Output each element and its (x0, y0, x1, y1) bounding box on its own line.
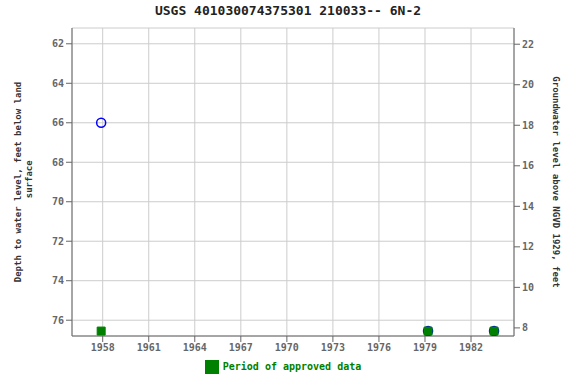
svg-text:62: 62 (52, 38, 64, 49)
svg-text:1961: 1961 (137, 342, 161, 353)
svg-text:70: 70 (52, 196, 64, 207)
svg-text:18: 18 (522, 120, 534, 131)
svg-text:14: 14 (522, 201, 534, 212)
svg-text:Groundwater level above NGVD 1: Groundwater level above NGVD 1929, feet (551, 76, 561, 287)
html-text:USGS 401030074375301 210033--: USGS 401030074375301 210033-- 6N-2 (154, 3, 421, 18)
svg-text:1967: 1967 (229, 342, 253, 353)
svg-text:1982: 1982 (459, 342, 483, 353)
svg-text:1979: 1979 (413, 342, 437, 353)
svg-text:1964: 1964 (183, 342, 207, 353)
svg-text:12: 12 (522, 241, 534, 252)
svg-text:72: 72 (52, 236, 64, 247)
svg-text:64: 64 (52, 78, 64, 89)
svg-text:66: 66 (52, 117, 64, 128)
svg-text:68: 68 (52, 157, 64, 168)
svg-text:76: 76 (52, 315, 64, 326)
svg-text:74: 74 (52, 275, 64, 286)
svg-text:20: 20 (522, 79, 534, 90)
svg-text:8: 8 (522, 322, 528, 333)
svg-text:16: 16 (522, 160, 534, 171)
html-text:Period of approved data: Period of approved data (222, 361, 362, 372)
svg-text:1976: 1976 (367, 342, 391, 353)
svg-text:1973: 1973 (321, 342, 345, 353)
svg-text:1970: 1970 (275, 342, 299, 353)
svg-text:22: 22 (522, 39, 534, 50)
svg-text:Depth to water level, feet bel: Depth to water level, feet below land su… (13, 82, 34, 282)
svg-text:10: 10 (522, 282, 534, 293)
svg-text:1958: 1958 (91, 342, 115, 353)
